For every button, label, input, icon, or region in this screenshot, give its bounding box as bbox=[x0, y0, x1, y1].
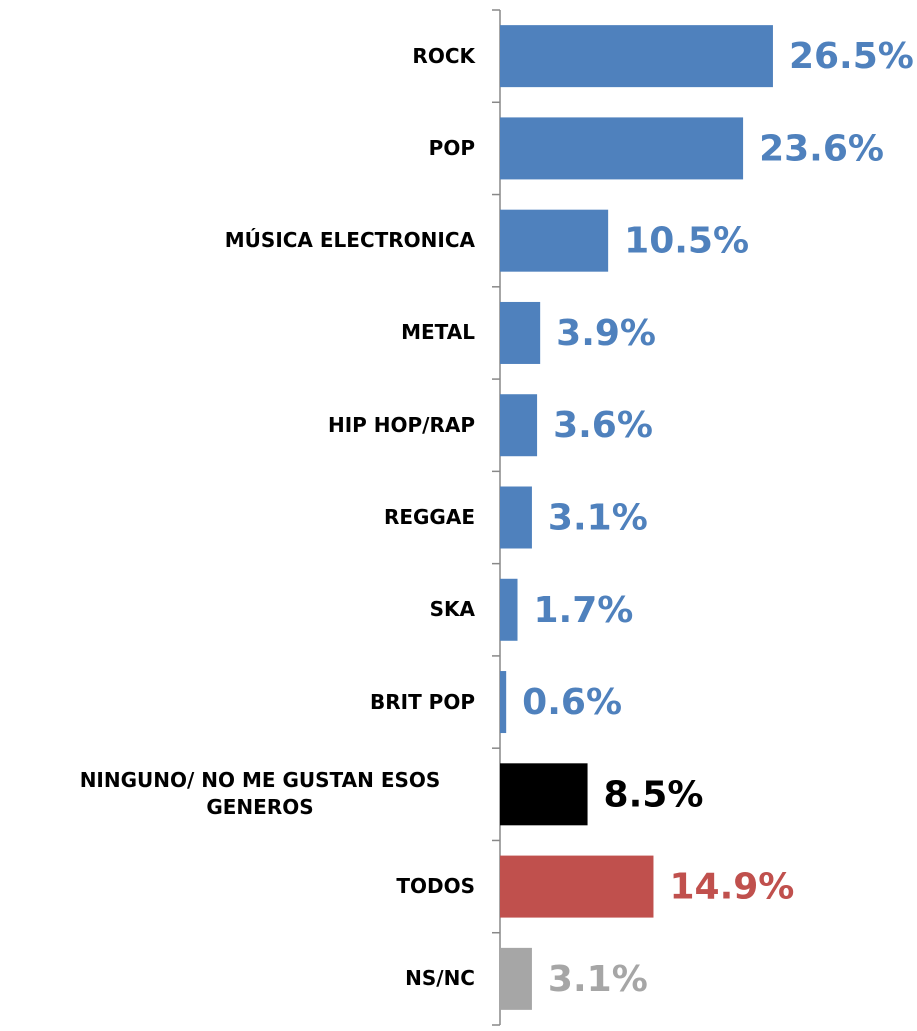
category-label: NINGUNO/ NO ME GUSTAN ESOS GENEROS bbox=[79, 768, 441, 820]
value-label: 3.9% bbox=[556, 313, 656, 354]
category-label-box: POP bbox=[0, 102, 475, 194]
value-label: 3.1% bbox=[548, 498, 648, 539]
category-label-box: SKA bbox=[0, 564, 475, 656]
value-label: 26.5% bbox=[789, 36, 914, 77]
bar bbox=[500, 25, 773, 88]
bar bbox=[500, 486, 532, 549]
category-label-box: BRIT POP bbox=[0, 656, 475, 748]
bar bbox=[500, 394, 538, 457]
category-label-box: TODOS bbox=[0, 840, 475, 932]
category-label-box: REGGAE bbox=[0, 471, 475, 563]
value-label: 1.7% bbox=[534, 590, 634, 631]
value-label: 3.6% bbox=[553, 405, 653, 446]
category-label-box: ROCK bbox=[0, 10, 475, 102]
bar bbox=[500, 301, 541, 364]
bar bbox=[500, 578, 518, 641]
category-label: POP bbox=[428, 135, 475, 160]
bar bbox=[500, 209, 609, 272]
bar bbox=[500, 947, 532, 1010]
value-label: 14.9% bbox=[669, 867, 794, 908]
bar bbox=[500, 117, 744, 180]
bar bbox=[500, 855, 654, 918]
category-label-box: METAL bbox=[0, 287, 475, 379]
category-label: HIP HOP/RAP bbox=[327, 412, 475, 437]
value-label: 23.6% bbox=[759, 128, 884, 169]
category-label-box: NINGUNO/ NO ME GUSTAN ESOS GENEROS bbox=[0, 748, 475, 840]
bar bbox=[500, 763, 588, 826]
category-label: TODOS bbox=[396, 874, 475, 899]
category-label: REGGAE bbox=[383, 504, 475, 529]
value-label: 10.5% bbox=[624, 221, 749, 262]
category-label: ROCK bbox=[412, 43, 475, 68]
category-label: METAL bbox=[401, 320, 475, 345]
category-label: BRIT POP bbox=[369, 689, 475, 714]
category-label-box: NS/NC bbox=[0, 933, 475, 1025]
category-label: MÚSICA ELECTRONICA bbox=[224, 228, 475, 253]
category-label-box: HIP HOP/RAP bbox=[0, 379, 475, 471]
category-label: SKA bbox=[429, 597, 475, 622]
category-label-box: MÚSICA ELECTRONICA bbox=[0, 195, 475, 287]
bar bbox=[500, 671, 507, 734]
value-label: 8.5% bbox=[604, 774, 704, 815]
category-label: NS/NC bbox=[405, 966, 475, 991]
value-label: 0.6% bbox=[522, 682, 622, 723]
value-label: 3.1% bbox=[548, 959, 648, 1000]
